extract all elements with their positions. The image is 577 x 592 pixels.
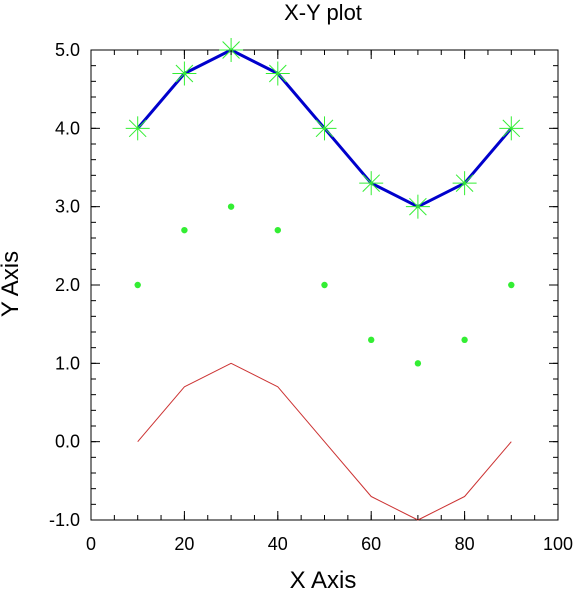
series-line bbox=[137, 362, 512, 521]
dot-marker bbox=[181, 226, 188, 234]
asterisk-marker bbox=[265, 61, 290, 86]
dot-marker bbox=[508, 281, 515, 289]
dot-marker bbox=[368, 336, 375, 344]
y-tick-label: -1.0 bbox=[49, 510, 80, 530]
y-tick-label: 5.0 bbox=[55, 40, 80, 60]
y-tick-label: 3.0 bbox=[55, 197, 80, 217]
asterisk-marker bbox=[499, 116, 524, 141]
dot-marker bbox=[461, 336, 468, 344]
asterisk-marker bbox=[312, 116, 337, 141]
x-tick-label: 80 bbox=[455, 534, 475, 554]
y-tick-label: 4.0 bbox=[55, 118, 80, 138]
y-tick-label: 1.0 bbox=[55, 353, 80, 373]
asterisk-marker bbox=[359, 171, 384, 196]
chart-title: X-Y plot bbox=[284, 0, 362, 25]
asterisk-marker bbox=[125, 116, 150, 141]
asterisk-marker bbox=[405, 194, 430, 219]
y-axis-label: Y Axis bbox=[0, 251, 24, 317]
dot-marker bbox=[414, 360, 422, 367]
y-tick-label: 2.0 bbox=[55, 275, 80, 295]
y-tick-label: 0.0 bbox=[55, 432, 80, 452]
x-tick-label: 40 bbox=[268, 534, 288, 554]
axis-ticks: 0 20 40 60 80 100 -1.0 0.0 1.0 2.0 3.0 4.0 5.0 bbox=[49, 40, 573, 554]
dot-marker bbox=[134, 281, 141, 289]
x-tick-label: 0 bbox=[86, 534, 96, 554]
x-axis-label: X Axis bbox=[290, 567, 357, 592]
x-tick-label: 20 bbox=[174, 534, 194, 554]
dot-marker bbox=[227, 203, 235, 210]
data-marks bbox=[125, 38, 524, 521]
asterisk-marker bbox=[452, 171, 477, 196]
dot-marker bbox=[321, 281, 328, 289]
asterisk-marker bbox=[172, 61, 197, 86]
x-tick-label: 60 bbox=[361, 534, 381, 554]
dot-marker bbox=[274, 226, 281, 234]
x-tick-label: 100 bbox=[543, 534, 573, 554]
